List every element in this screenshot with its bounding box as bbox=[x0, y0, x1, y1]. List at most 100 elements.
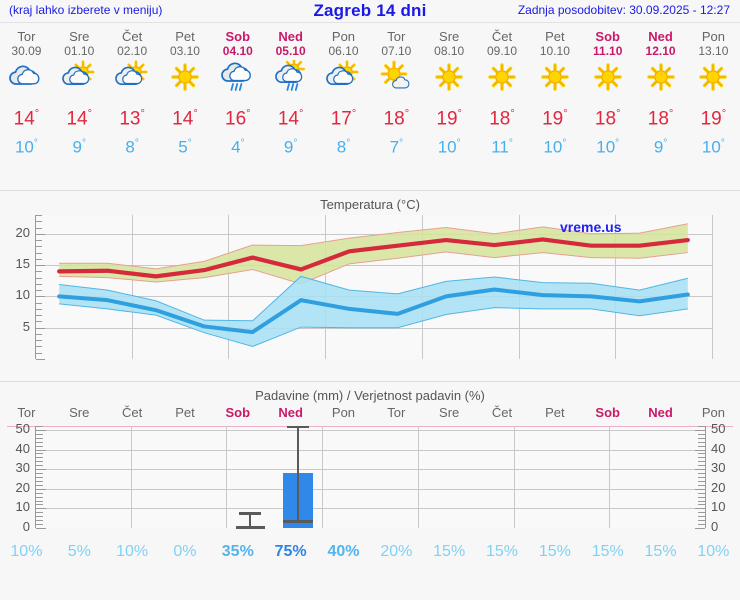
day-date: 13.10 bbox=[698, 44, 729, 58]
temperature-tick bbox=[36, 358, 45, 360]
day-header-2: Čet 02.10 bbox=[106, 23, 159, 58]
precipitation-probability-3: 0% bbox=[173, 542, 197, 560]
day-header-11: Sob 11.10 bbox=[581, 23, 634, 58]
day-name: Sre bbox=[439, 29, 460, 44]
precipitation-tick-left bbox=[36, 473, 43, 475]
precipitation-tick-right bbox=[698, 492, 705, 494]
day-tmax-row: 14° 14° 13° 14° 16° 14° 17° 18° 19° 18° 19° 18° 18° 1… bbox=[0, 98, 740, 132]
precipitation-tick-right bbox=[698, 441, 705, 443]
precipitation-probability-10: 15% bbox=[538, 542, 571, 560]
day-header-6: Pon 06.10 bbox=[317, 23, 370, 58]
precipitation-probability-2: 10% bbox=[116, 542, 149, 560]
day-tmin: 8° bbox=[125, 137, 139, 157]
day-tmax-cell-7: 18° bbox=[370, 98, 423, 132]
day-header-10: Pet 10.10 bbox=[528, 23, 581, 58]
day-header-0: Tor 30.09 bbox=[0, 23, 53, 58]
precipitation-probability-13: 10% bbox=[697, 542, 730, 560]
day-tmax: 18° bbox=[594, 108, 621, 130]
precipitation-y-label-left: 40 bbox=[15, 440, 30, 456]
temperature-y-label: 15 bbox=[15, 256, 30, 272]
day-name: Tor bbox=[17, 29, 36, 44]
precipitation-probability-7: 20% bbox=[380, 542, 413, 560]
precipitation-day-label-8: Sre bbox=[439, 404, 460, 420]
day-name: Pon bbox=[701, 29, 725, 44]
day-date: 06.10 bbox=[328, 44, 359, 58]
day-tmin-cell-8: 10° bbox=[423, 132, 476, 160]
day-header-3: Pet 03.10 bbox=[159, 23, 212, 58]
day-tmax: 19° bbox=[700, 108, 727, 130]
day-tmax: 19° bbox=[436, 108, 462, 130]
temperature-gridline-h bbox=[35, 233, 712, 235]
precipitation-tick-right bbox=[698, 433, 705, 435]
precipitation-y-label-left: 0 bbox=[22, 518, 30, 534]
precipitation-day-label-6: Pon bbox=[331, 404, 356, 420]
day-date: 11.10 bbox=[593, 44, 623, 58]
day-tmin-cell-4: 4° bbox=[211, 132, 264, 160]
day-date: 10.10 bbox=[539, 44, 570, 58]
day-tmin-cell-1: 9° bbox=[53, 132, 106, 160]
day-weather-icon-cell-12 bbox=[634, 58, 687, 98]
precipitation-tick-left bbox=[36, 425, 43, 427]
day-header-5: Ned 05.10 bbox=[264, 23, 317, 58]
precipitation-tick-left bbox=[36, 437, 43, 439]
day-date: 02.10 bbox=[117, 44, 148, 58]
day-tmin: 9° bbox=[283, 137, 298, 157]
precipitation-day-label-3: Pet bbox=[175, 404, 195, 420]
precipitation-tick-right bbox=[698, 516, 705, 518]
precipitation-tick-left bbox=[36, 488, 46, 490]
precipitation-probability-4: 35% bbox=[221, 542, 254, 560]
day-date: 09.10 bbox=[487, 44, 518, 58]
day-name: Tor bbox=[387, 29, 406, 44]
precipitation-y-label-right: 40 bbox=[711, 440, 726, 456]
precipitation-tick-right bbox=[698, 445, 705, 447]
day-header-1: Sre 01.10 bbox=[53, 23, 106, 58]
day-tmin: 9° bbox=[653, 137, 668, 157]
temperature-tick bbox=[36, 258, 42, 260]
day-weather-icon-cell-5 bbox=[264, 58, 317, 98]
precipitation-day-label-9: Čet bbox=[491, 404, 513, 420]
day-weather-icon-cell-10 bbox=[528, 58, 581, 98]
precipitation-gridline-v bbox=[130, 425, 132, 528]
day-name: Ned bbox=[278, 29, 303, 44]
precipitation-tick-right bbox=[698, 512, 705, 514]
precipitation-day-label-1: Sre bbox=[69, 404, 90, 420]
day-tmin: 10° bbox=[437, 137, 461, 157]
temperature-tick bbox=[36, 227, 42, 229]
temperature-chart-title: Temperatura (°C) bbox=[0, 191, 740, 213]
sunny-icon bbox=[163, 60, 207, 96]
day-date: 30.09 bbox=[11, 44, 42, 58]
precipitation-median-line bbox=[235, 525, 266, 529]
day-weather-icon-cell-6 bbox=[317, 58, 370, 98]
temperature-tick bbox=[36, 346, 42, 348]
precipitation-gridline-h bbox=[35, 449, 705, 451]
precipitation-day-label-5: Ned bbox=[278, 404, 303, 420]
temperature-tick bbox=[36, 290, 42, 292]
day-tmax: 14° bbox=[172, 108, 198, 130]
precipitation-whisker-cap bbox=[239, 512, 262, 515]
day-tmax: 16° bbox=[225, 108, 251, 130]
day-tmax: 14° bbox=[66, 108, 93, 130]
precipitation-tick-left bbox=[36, 465, 43, 467]
day-weather-icon-cell-0 bbox=[0, 58, 53, 98]
day-tmin-cell-10: 10° bbox=[528, 132, 581, 160]
precipitation-gridline-h bbox=[35, 429, 705, 431]
precipitation-y-label-left: 20 bbox=[15, 479, 30, 495]
temperature-chart-title-text: Temperatura (°C) bbox=[320, 196, 420, 212]
precipitation-y-label-left: 30 bbox=[15, 460, 30, 476]
precipitation-y-label-left: 10 bbox=[15, 499, 30, 515]
temperature-series-group bbox=[57, 223, 690, 347]
sun-small-cloud-icon bbox=[374, 60, 418, 96]
day-tmin: 11° bbox=[491, 137, 513, 157]
day-icon-row bbox=[0, 58, 740, 98]
temperature-y-label: 5 bbox=[22, 318, 30, 334]
day-tmax-cell-12: 18° bbox=[634, 98, 687, 132]
day-tmin: 7° bbox=[389, 137, 404, 157]
day-tmin-cell-9: 11° bbox=[476, 132, 529, 160]
day-name: Sre bbox=[69, 29, 90, 44]
precipitation-probability-11: 15% bbox=[591, 542, 624, 560]
day-tmax-cell-9: 18° bbox=[476, 98, 529, 132]
day-date: 08.10 bbox=[434, 44, 465, 58]
precipitation-gridline-h bbox=[35, 488, 705, 490]
sunny-icon bbox=[586, 60, 630, 96]
day-name: Čet bbox=[491, 29, 513, 44]
